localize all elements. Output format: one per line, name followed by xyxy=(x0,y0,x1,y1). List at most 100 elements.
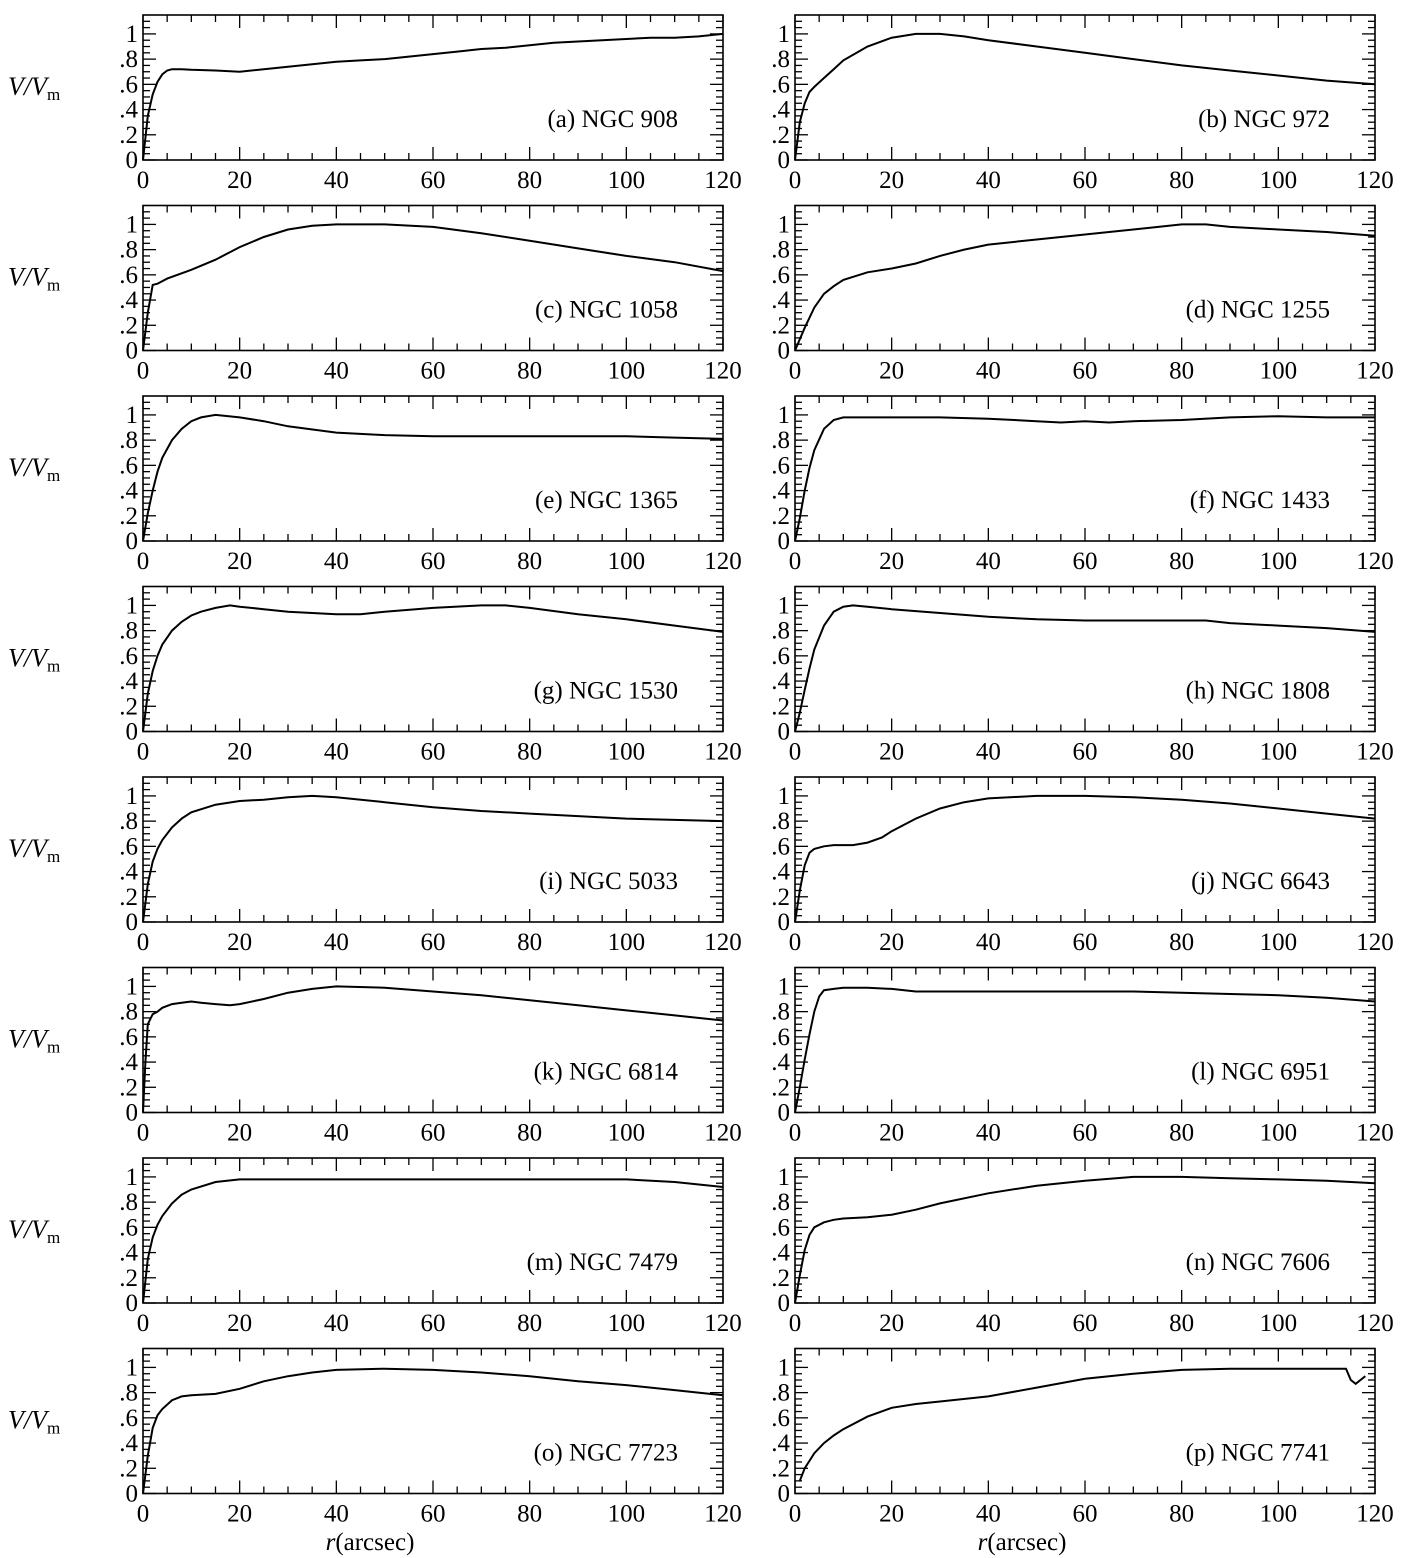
x-tick-label: 120 xyxy=(704,1501,742,1528)
rotation-curve xyxy=(794,604,1376,732)
x-tick-label: 20 xyxy=(227,548,252,575)
x-tick-label: 60 xyxy=(421,739,446,766)
x-tick-label: 40 xyxy=(324,358,349,385)
y-tick-label: .2 xyxy=(771,1455,790,1482)
panel-label: (o) NGC 7723 xyxy=(534,1440,678,1467)
x-tick-label: 120 xyxy=(1356,739,1394,766)
panel-label: (c) NGC 1058 xyxy=(535,297,678,324)
x-tick-label: 60 xyxy=(1073,739,1098,766)
x-tick-label: 80 xyxy=(1169,548,1194,575)
y-tick-label: .6 xyxy=(119,1214,138,1241)
x-tick-label: 0 xyxy=(137,167,150,194)
y-tick-label: 1 xyxy=(126,21,139,48)
rotation-curve xyxy=(798,1367,1366,1482)
rotation-curve xyxy=(142,794,724,923)
x-tick-label: 120 xyxy=(1356,167,1394,194)
y-tick-label: .6 xyxy=(771,833,790,860)
x-tick-label: 100 xyxy=(1260,929,1298,956)
y-tick-label: .4 xyxy=(771,1049,790,1076)
x-tick-label: 40 xyxy=(976,1501,1001,1528)
y-tick-label: 1 xyxy=(126,1354,139,1381)
y-tick-label: 0 xyxy=(778,338,791,365)
y-tick-label: .6 xyxy=(771,452,790,479)
panel-label: (l) NGC 6951 xyxy=(1191,1059,1330,1086)
x-tick-label: 40 xyxy=(976,358,1001,385)
x-tick-label: 120 xyxy=(704,548,742,575)
y-tick-label: 1 xyxy=(126,1164,139,1191)
y-tick-label: .4 xyxy=(771,1240,790,1267)
y-tick-label: .2 xyxy=(771,1265,790,1292)
panel-label: (j) NGC 6643 xyxy=(1191,868,1330,895)
x-tick-label: 80 xyxy=(517,1501,542,1528)
rotation-curve xyxy=(142,1367,724,1494)
x-tick-label: 40 xyxy=(324,739,349,766)
rotation-curve xyxy=(794,415,1375,542)
y-tick-label: .8 xyxy=(771,46,790,73)
y-tick-label: .4 xyxy=(119,1240,138,1267)
y-tick-label: .2 xyxy=(119,693,138,720)
y-tick-label: 1 xyxy=(126,973,139,1000)
y-tick-label: 0 xyxy=(778,1290,791,1317)
y-tick-label: .6 xyxy=(119,71,138,98)
x-tick-label: 20 xyxy=(227,1310,252,1337)
x-tick-label: 80 xyxy=(517,358,542,385)
x-tick-label: 60 xyxy=(421,1501,446,1528)
plot-frame xyxy=(794,776,1376,923)
rotation-curve xyxy=(794,986,1376,1113)
x-tick-label: 0 xyxy=(137,548,150,575)
y-tick-label: .2 xyxy=(771,312,790,339)
x-tick-label: 80 xyxy=(517,1120,542,1147)
rotation-curve xyxy=(142,32,724,161)
y-tick-label: .8 xyxy=(771,1189,790,1216)
x-tick-label: 80 xyxy=(517,548,542,575)
x-tick-label: 60 xyxy=(1073,1501,1098,1528)
x-tick-label: 100 xyxy=(1260,1120,1298,1147)
y-tick-label: .6 xyxy=(771,1024,790,1051)
x-tick-label: 0 xyxy=(789,739,802,766)
y-tick-label: 1 xyxy=(778,1164,791,1191)
x-tick-label: 20 xyxy=(879,358,904,385)
x-tick-label: 60 xyxy=(1073,358,1098,385)
x-tick-label: 100 xyxy=(608,929,646,956)
y-tick-label: .4 xyxy=(119,859,138,886)
x-tick-label: 80 xyxy=(1169,1120,1194,1147)
y-tick-label: .2 xyxy=(771,693,790,720)
x-axis-label: r(arcsec) xyxy=(978,1529,1067,1556)
y-tick-label: 0 xyxy=(778,719,791,746)
y-tick-label: .2 xyxy=(771,503,790,530)
panel-label: (p) NGC 7741 xyxy=(1186,1440,1330,1467)
x-tick-label: 80 xyxy=(1169,1310,1194,1337)
y-tick-label: .4 xyxy=(771,859,790,886)
x-tick-label: 20 xyxy=(227,1501,252,1528)
y-tick-label: .6 xyxy=(771,262,790,289)
x-tick-label: 40 xyxy=(324,929,349,956)
x-tick-label: 20 xyxy=(879,1310,904,1337)
x-tick-label: 20 xyxy=(227,929,252,956)
y-tick-label: 1 xyxy=(126,402,139,429)
x-tick-label: 40 xyxy=(976,548,1001,575)
panel-label: (k) NGC 6814 xyxy=(534,1059,679,1086)
y-tick-label: .8 xyxy=(771,618,790,645)
panel-label: (h) NGC 1808 xyxy=(1186,678,1330,705)
y-tick-label: 1 xyxy=(778,211,791,238)
y-tick-label: 1 xyxy=(126,211,139,238)
y-tick-label: .2 xyxy=(119,1074,138,1101)
y-tick-label: 0 xyxy=(126,147,139,174)
x-tick-label: 60 xyxy=(421,358,446,385)
x-tick-label: 100 xyxy=(608,739,646,766)
x-tick-label: 0 xyxy=(137,358,150,385)
x-tick-label: 0 xyxy=(789,1120,802,1147)
y-tick-label: .8 xyxy=(119,1189,138,1216)
x-tick-label: 80 xyxy=(517,1310,542,1337)
rotation-curve xyxy=(142,1178,724,1304)
y-tick-label: .8 xyxy=(771,808,790,835)
x-tick-label: 100 xyxy=(1260,739,1298,766)
x-tick-label: 20 xyxy=(227,1120,252,1147)
x-tick-label: 20 xyxy=(879,1120,904,1147)
